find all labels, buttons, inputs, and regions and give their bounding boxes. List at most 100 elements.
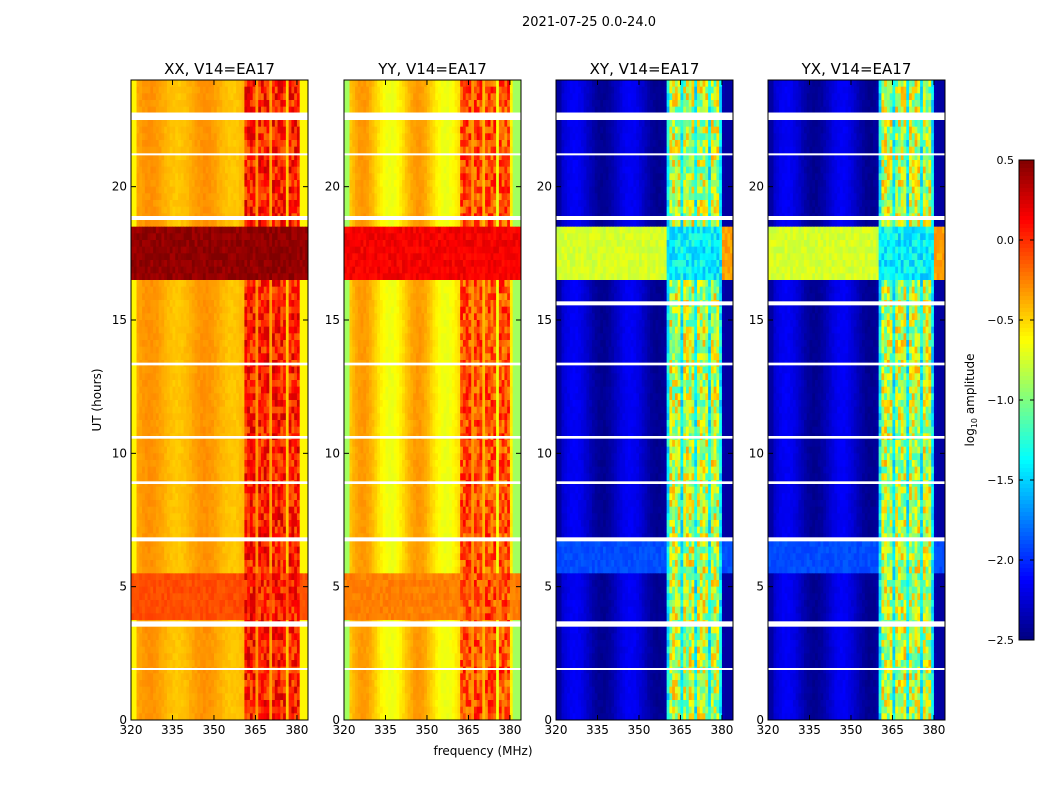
heatmap-cell: [139, 333, 143, 341]
heatmap-cell: [280, 160, 284, 168]
heatmap-cell: [236, 573, 240, 581]
heatmap-cell: [269, 286, 273, 294]
heatmap-cell: [131, 320, 135, 328]
heatmap-cell: [147, 80, 151, 88]
heatmap-cell: [158, 586, 162, 594]
heatmap-cell: [200, 426, 204, 434]
heatmap-cell: [150, 453, 154, 461]
heatmap-cell: [272, 506, 276, 514]
heatmap-cell: [269, 553, 273, 561]
heatmap-cell: [233, 326, 237, 334]
heatmap-cell: [205, 326, 209, 334]
heatmap-cell: [258, 540, 262, 548]
heatmap-cell: [178, 200, 182, 208]
heatmap-cell: [166, 473, 171, 481]
heatmap-cell: [285, 466, 290, 474]
heatmap-cell: [258, 546, 262, 554]
heatmap-cell: [255, 446, 259, 454]
heatmap-cell: [164, 446, 168, 454]
heatmap-cell: [147, 240, 151, 248]
heatmap-cell: [147, 106, 151, 114]
heatmap-cell: [294, 253, 298, 261]
heatmap-cell: [294, 106, 298, 114]
heatmap-cell: [236, 406, 240, 414]
heatmap-cell: [255, 300, 259, 308]
heatmap-cell: [172, 466, 176, 474]
heatmap-cell: [225, 320, 229, 328]
heatmap-cell: [205, 153, 209, 161]
heatmap-cell: [139, 500, 143, 508]
heatmap-cell: [288, 400, 292, 408]
heatmap-cell: [131, 300, 135, 308]
heatmap-cell: [155, 420, 160, 428]
heatmap-cell: [158, 513, 162, 521]
heatmap-cell: [263, 446, 267, 454]
heatmap-cell: [227, 153, 231, 161]
heatmap-cell: [191, 566, 196, 574]
heatmap-cell: [219, 320, 223, 328]
heatmap-cell: [305, 500, 309, 508]
heatmap-cell: [200, 580, 204, 588]
heatmap-cell: [191, 440, 196, 448]
heatmap-cell: [299, 80, 303, 88]
heatmap-cell: [252, 460, 256, 468]
heatmap-cell: [288, 586, 292, 594]
heatmap-cell: [153, 140, 157, 148]
heatmap-cell: [219, 373, 223, 381]
heatmap-cell: [213, 380, 218, 388]
heatmap-cell: [277, 186, 281, 194]
heatmap-cell: [197, 320, 201, 328]
heatmap-cell: [136, 293, 140, 301]
heatmap-cell: [255, 566, 259, 574]
heatmap-cell: [241, 140, 245, 148]
heatmap-cell: [249, 440, 254, 448]
heatmap-cell: [164, 173, 168, 181]
heatmap-cell: [252, 166, 256, 174]
heatmap-cell: [227, 366, 231, 374]
heatmap-cell: [260, 573, 265, 581]
heatmap-cell: [227, 240, 231, 248]
heatmap-cell: [208, 413, 212, 421]
heatmap-cell: [233, 233, 237, 241]
heatmap-cell: [269, 333, 273, 341]
heatmap-cell: [211, 100, 215, 108]
heatmap-cell: [169, 106, 173, 114]
heatmap-cell: [200, 560, 204, 568]
heatmap-cell: [178, 320, 182, 328]
heatmap-cell: [274, 486, 278, 494]
heatmap-cell: [194, 353, 198, 361]
heatmap-cell: [280, 386, 284, 394]
heatmap-cell: [230, 260, 234, 268]
heatmap-cell: [238, 546, 243, 554]
heatmap-cell: [291, 546, 295, 554]
heatmap-cell: [144, 566, 148, 574]
heatmap-cell: [296, 573, 301, 581]
heatmap-cell: [288, 353, 292, 361]
heatmap-cell: [266, 373, 270, 381]
heatmap-cell: [274, 280, 278, 288]
heatmap-cell: [274, 520, 278, 528]
heatmap-cell: [299, 560, 303, 568]
heatmap-cell: [280, 240, 284, 248]
heatmap-cell: [153, 566, 157, 574]
heatmap-cell: [291, 553, 295, 561]
heatmap-cell: [247, 306, 251, 314]
heatmap-cell: [258, 326, 262, 334]
heatmap-cell: [255, 406, 259, 414]
heatmap-cell: [285, 520, 290, 528]
heatmap-cell: [260, 160, 265, 168]
heatmap-cell: [274, 593, 278, 601]
heatmap-cell: [233, 86, 237, 94]
heatmap-cell: [263, 260, 267, 268]
heatmap-cell: [280, 520, 284, 528]
heatmap-cell: [291, 200, 295, 208]
heatmap-cell: [142, 593, 146, 601]
heatmap-cell: [274, 320, 278, 328]
heatmap-cell: [241, 226, 245, 234]
heatmap-cell: [283, 453, 287, 461]
heatmap-cell: [294, 546, 298, 554]
heatmap-cell: [280, 560, 284, 568]
heatmap-cell: [263, 186, 267, 194]
heatmap-cell: [255, 513, 259, 521]
heatmap-cell: [202, 526, 207, 534]
